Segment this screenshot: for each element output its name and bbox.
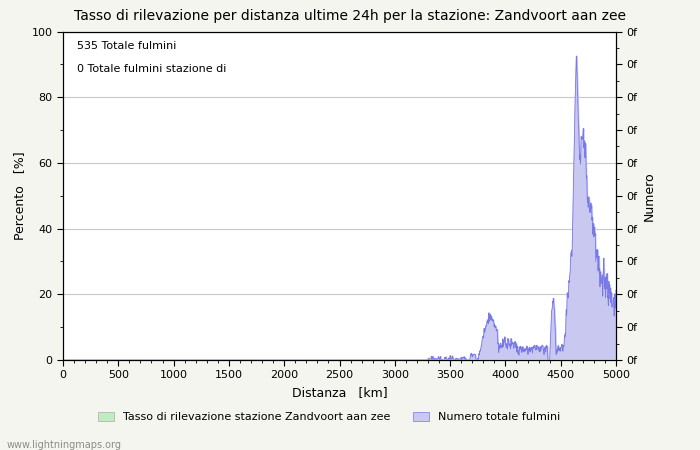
Text: 535 Totale fulmini: 535 Totale fulmini	[77, 41, 176, 51]
Y-axis label: Numero: Numero	[643, 171, 656, 220]
Legend: Tasso di rilevazione stazione Zandvoort aan zee, Numero totale fulmini: Tasso di rilevazione stazione Zandvoort …	[93, 407, 565, 427]
Text: www.lightningmaps.org: www.lightningmaps.org	[7, 440, 122, 450]
Y-axis label: Percento   [%]: Percento [%]	[13, 152, 26, 240]
Text: 0 Totale fulmini stazione di: 0 Totale fulmini stazione di	[77, 64, 226, 74]
X-axis label: Distanza   [km]: Distanza [km]	[292, 386, 387, 399]
Text: Tasso di rilevazione per distanza ultime 24h per la stazione: Zandvoort aan zee: Tasso di rilevazione per distanza ultime…	[74, 9, 626, 23]
